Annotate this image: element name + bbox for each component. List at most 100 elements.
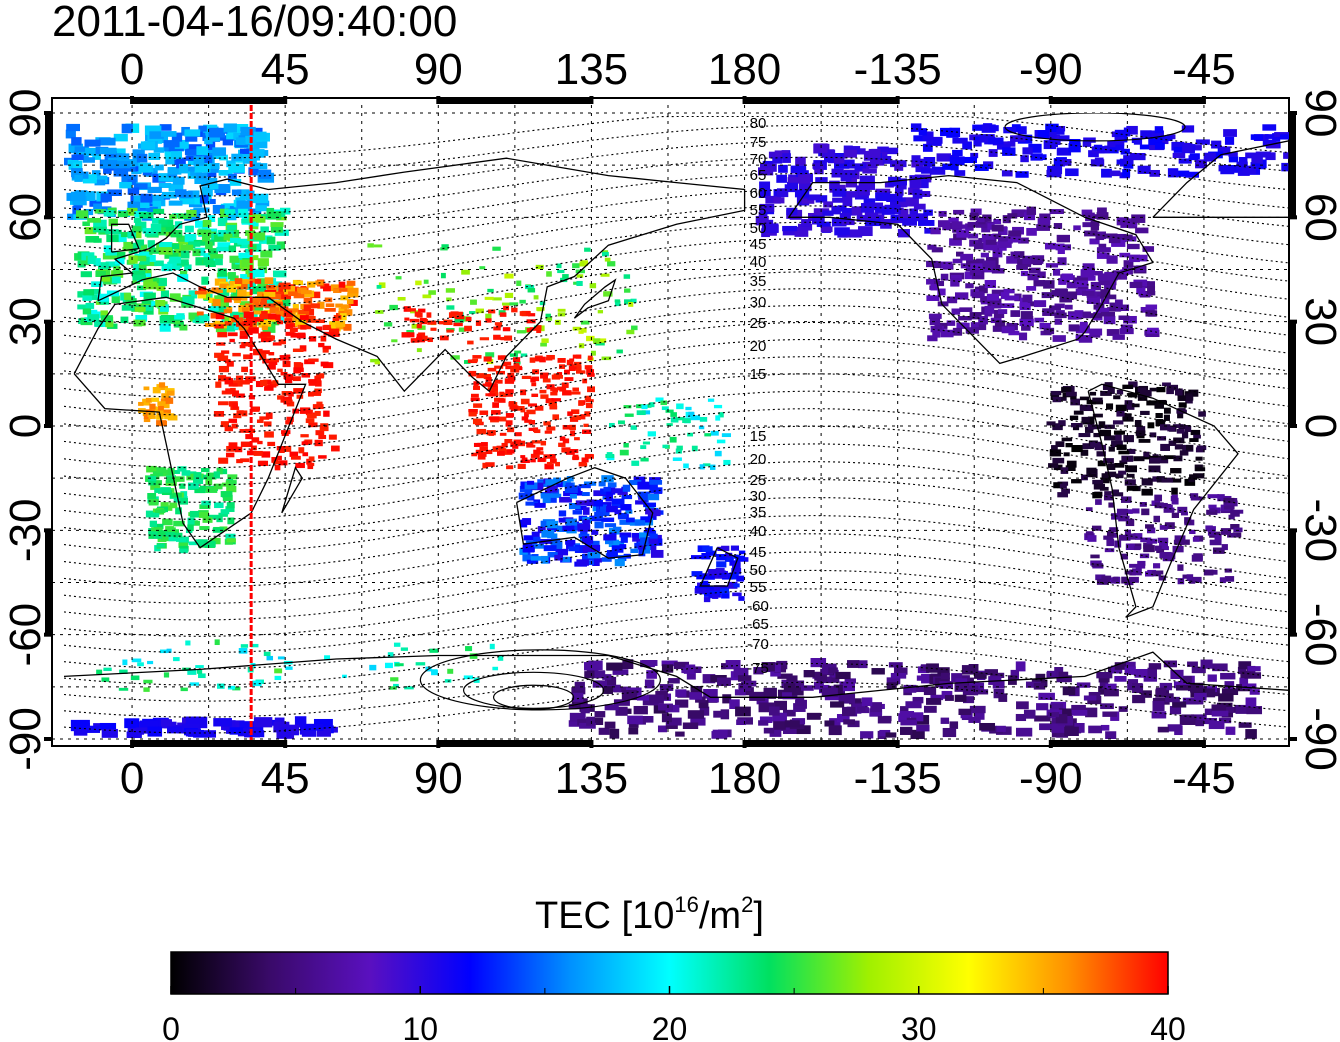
coastline <box>1087 383 1239 618</box>
colorbar-title-end: ] <box>753 895 764 937</box>
left-axis-segment <box>45 321 52 426</box>
tec-cell <box>1190 429 1201 436</box>
right-tick-label: 30 <box>1296 297 1340 346</box>
colorbar-title-main: TEC [10 <box>535 895 674 937</box>
tec-cell <box>543 421 551 426</box>
tec-cell <box>1137 165 1151 174</box>
tec-cell <box>729 572 739 580</box>
tec-cell <box>598 727 610 735</box>
tec-cell <box>584 247 591 252</box>
tec-cell <box>1171 141 1185 151</box>
tec-cell <box>821 687 838 698</box>
tec-cell <box>614 559 625 567</box>
tec-cell <box>455 315 465 320</box>
tec-cell <box>1053 158 1065 167</box>
tec-cell <box>1156 419 1164 426</box>
tec-cell <box>991 224 1004 232</box>
tec-cell <box>962 322 970 328</box>
tec-cell <box>849 698 862 705</box>
tec-cell <box>604 523 617 528</box>
tec-cell <box>992 233 1002 240</box>
tec-cell <box>737 675 752 682</box>
tec-cell <box>536 325 542 331</box>
tec-cell <box>631 460 640 466</box>
tec-cell <box>938 210 947 217</box>
tec-cell <box>1153 515 1161 523</box>
tec-cell <box>1104 382 1113 389</box>
tec-cell <box>949 156 965 166</box>
tec-cell <box>221 350 230 354</box>
tec-cell <box>1203 152 1216 162</box>
tec-cell <box>1154 126 1164 134</box>
tec-cell <box>1059 294 1073 303</box>
tec-cell <box>981 223 991 233</box>
tec-cell <box>205 141 216 150</box>
tec-cell <box>116 160 131 169</box>
tec-cell <box>1048 129 1057 138</box>
tec-cell <box>166 527 176 533</box>
contour-label: 35 <box>750 504 767 521</box>
tec-cell <box>440 272 446 279</box>
tec-cell <box>259 353 267 360</box>
tec-cell <box>214 324 224 329</box>
tec-cell <box>582 519 590 526</box>
tec-cell <box>262 358 270 364</box>
tec-cell <box>146 206 158 214</box>
tec-cell <box>472 418 483 425</box>
tec-cell <box>592 558 600 567</box>
tec-cell <box>82 308 92 315</box>
tec-cell <box>669 436 677 443</box>
tec-cell <box>223 123 237 133</box>
tec-cell <box>661 660 678 667</box>
tec-cell <box>648 536 659 544</box>
contour-label: -65 <box>747 616 769 633</box>
tec-cell <box>173 321 184 328</box>
tec-cell <box>284 318 293 323</box>
tec-cell <box>1123 155 1134 165</box>
tec-cell <box>416 335 422 341</box>
tec-cell <box>774 150 789 157</box>
tec-cell <box>232 296 242 301</box>
tec-cell <box>1093 144 1103 151</box>
tec-cell <box>530 377 536 383</box>
tec-cell <box>1092 479 1104 485</box>
tec-cell <box>683 463 689 469</box>
tec-cell <box>612 669 629 675</box>
tec-cell <box>564 377 574 381</box>
tec-cell <box>1083 695 1097 701</box>
tec-cell <box>153 147 165 153</box>
tec-cell <box>926 260 938 268</box>
tec-cell <box>1103 458 1114 464</box>
tec-cell <box>1104 294 1117 300</box>
tec-cell <box>910 123 922 132</box>
tec-cell <box>1092 397 1103 402</box>
tec-cell <box>847 660 860 668</box>
tec-cell <box>1112 420 1124 425</box>
tec-cell <box>167 415 178 421</box>
tec-cell <box>283 313 294 318</box>
tec-cell <box>1139 254 1148 262</box>
tec-cell <box>235 375 244 381</box>
tec-cell <box>557 358 566 363</box>
tec-cell <box>270 294 282 300</box>
tec-cell <box>127 187 140 195</box>
right-tick-label: 60 <box>1296 193 1340 242</box>
tec-cell <box>1037 218 1051 225</box>
tec-cell <box>1143 545 1155 553</box>
tec-cell <box>240 126 256 137</box>
tec-cell <box>970 263 983 270</box>
tec-cell <box>213 471 220 479</box>
tec-cell <box>473 403 483 408</box>
tec-cell <box>1189 474 1198 480</box>
tec-cell <box>859 175 875 184</box>
contour-line <box>64 681 1289 734</box>
tec-cell <box>389 304 398 311</box>
tec-cell <box>833 156 845 164</box>
tec-cell <box>383 322 393 327</box>
tec-cell <box>956 322 967 329</box>
tec-cell <box>324 655 331 661</box>
tec-cell <box>546 271 552 277</box>
tec-cell <box>1121 576 1128 584</box>
tec-cell <box>812 162 821 169</box>
